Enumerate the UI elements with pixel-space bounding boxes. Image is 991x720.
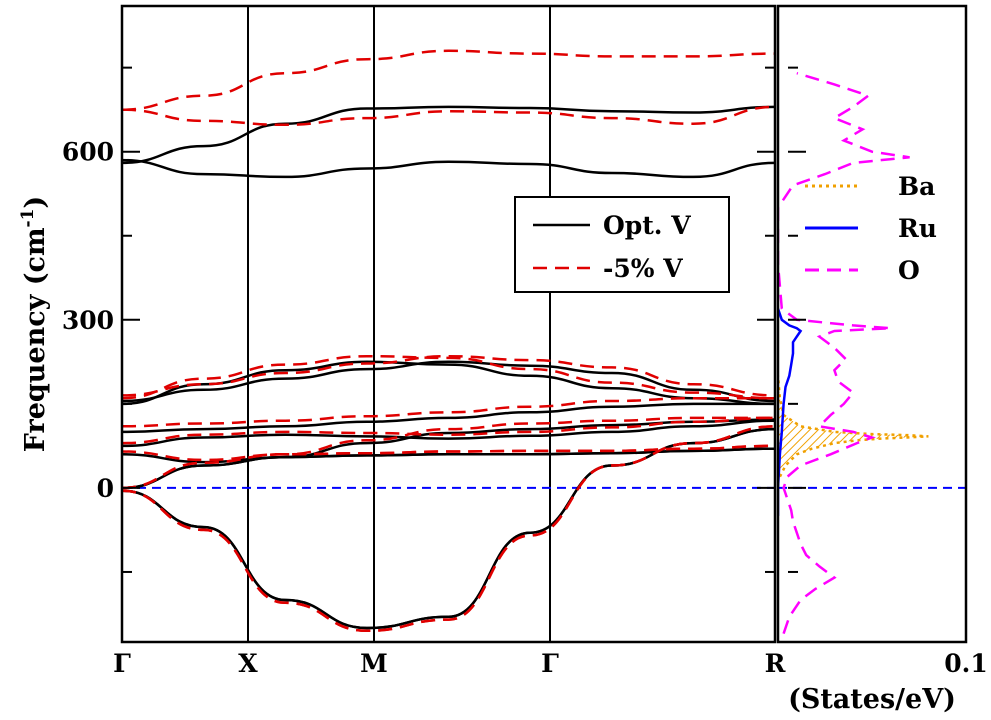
y-tick-label-600: 600 — [62, 138, 114, 167]
band-opt-v-8 — [122, 360, 775, 403]
dos-curves — [778, 72, 929, 635]
dos-x-axis-title: (States/eV) — [788, 684, 956, 715]
legend-label-opt: Opt. V — [603, 211, 691, 240]
kpoint-label-1: X — [238, 649, 258, 678]
band-opt-v-6 — [122, 402, 775, 434]
band-curves — [122, 49, 775, 633]
y-tick-label-300: 300 — [62, 306, 114, 335]
y-tick-label-0: 0 — [97, 474, 114, 503]
legend-label-o: O — [898, 256, 920, 285]
dos-panel: 0.1 (States/eV) Ba Ru O — [776, 4, 988, 715]
dos-legend: Ba Ru O — [805, 172, 937, 285]
band-opt-v-3 — [122, 447, 775, 490]
band--5-v-10 — [122, 49, 775, 111]
band-opt-v-9 — [122, 158, 775, 179]
band--5-v-7 — [122, 354, 775, 400]
dos-curve-ba — [778, 375, 929, 478]
kpoint-label-2: M — [360, 649, 388, 678]
dos-y-ticks — [788, 66, 806, 573]
band-plot-frame — [120, 4, 777, 644]
legend-label-minus5: -5% V — [603, 254, 683, 283]
y-ticks — [122, 66, 775, 573]
band--5-v-3 — [122, 444, 775, 490]
band-structure-panel: Γ X M Γ R 0 300 600 Opt. V -5% V Frequency (cm… — [18, 4, 786, 678]
band-opt-v-10 — [122, 105, 775, 165]
band-legend-box — [514, 196, 730, 293]
kpoint-label-0: Γ — [113, 649, 131, 678]
legend-label-ba: Ba — [898, 172, 935, 201]
band-legend: Opt. V -5% V — [514, 196, 730, 293]
band--5-v-8 — [122, 354, 775, 397]
dos-plot-frame — [776, 4, 968, 644]
dos-curve-ru — [778, 308, 803, 516]
band--5-v-4 — [122, 416, 775, 462]
band-opt-v-5 — [122, 419, 775, 448]
kpoint-label-4: R — [765, 649, 786, 678]
legend-label-ru: Ru — [898, 214, 937, 243]
band--5-v-1 — [122, 425, 775, 633]
dos-curve-o — [778, 72, 910, 635]
band--5-v-9 — [122, 105, 775, 127]
dos-x-tick-label-0.1: 0.1 — [944, 649, 988, 678]
dos-ba-fill — [778, 375, 929, 477]
band--5-v-0 — [122, 425, 775, 633]
y-tick-labels: 0 300 600 — [62, 138, 114, 503]
band-opt-v-7 — [122, 360, 775, 406]
kpoint-label-3: Γ — [541, 649, 559, 678]
y-axis-title: Frequency (cm-1) — [18, 196, 51, 452]
